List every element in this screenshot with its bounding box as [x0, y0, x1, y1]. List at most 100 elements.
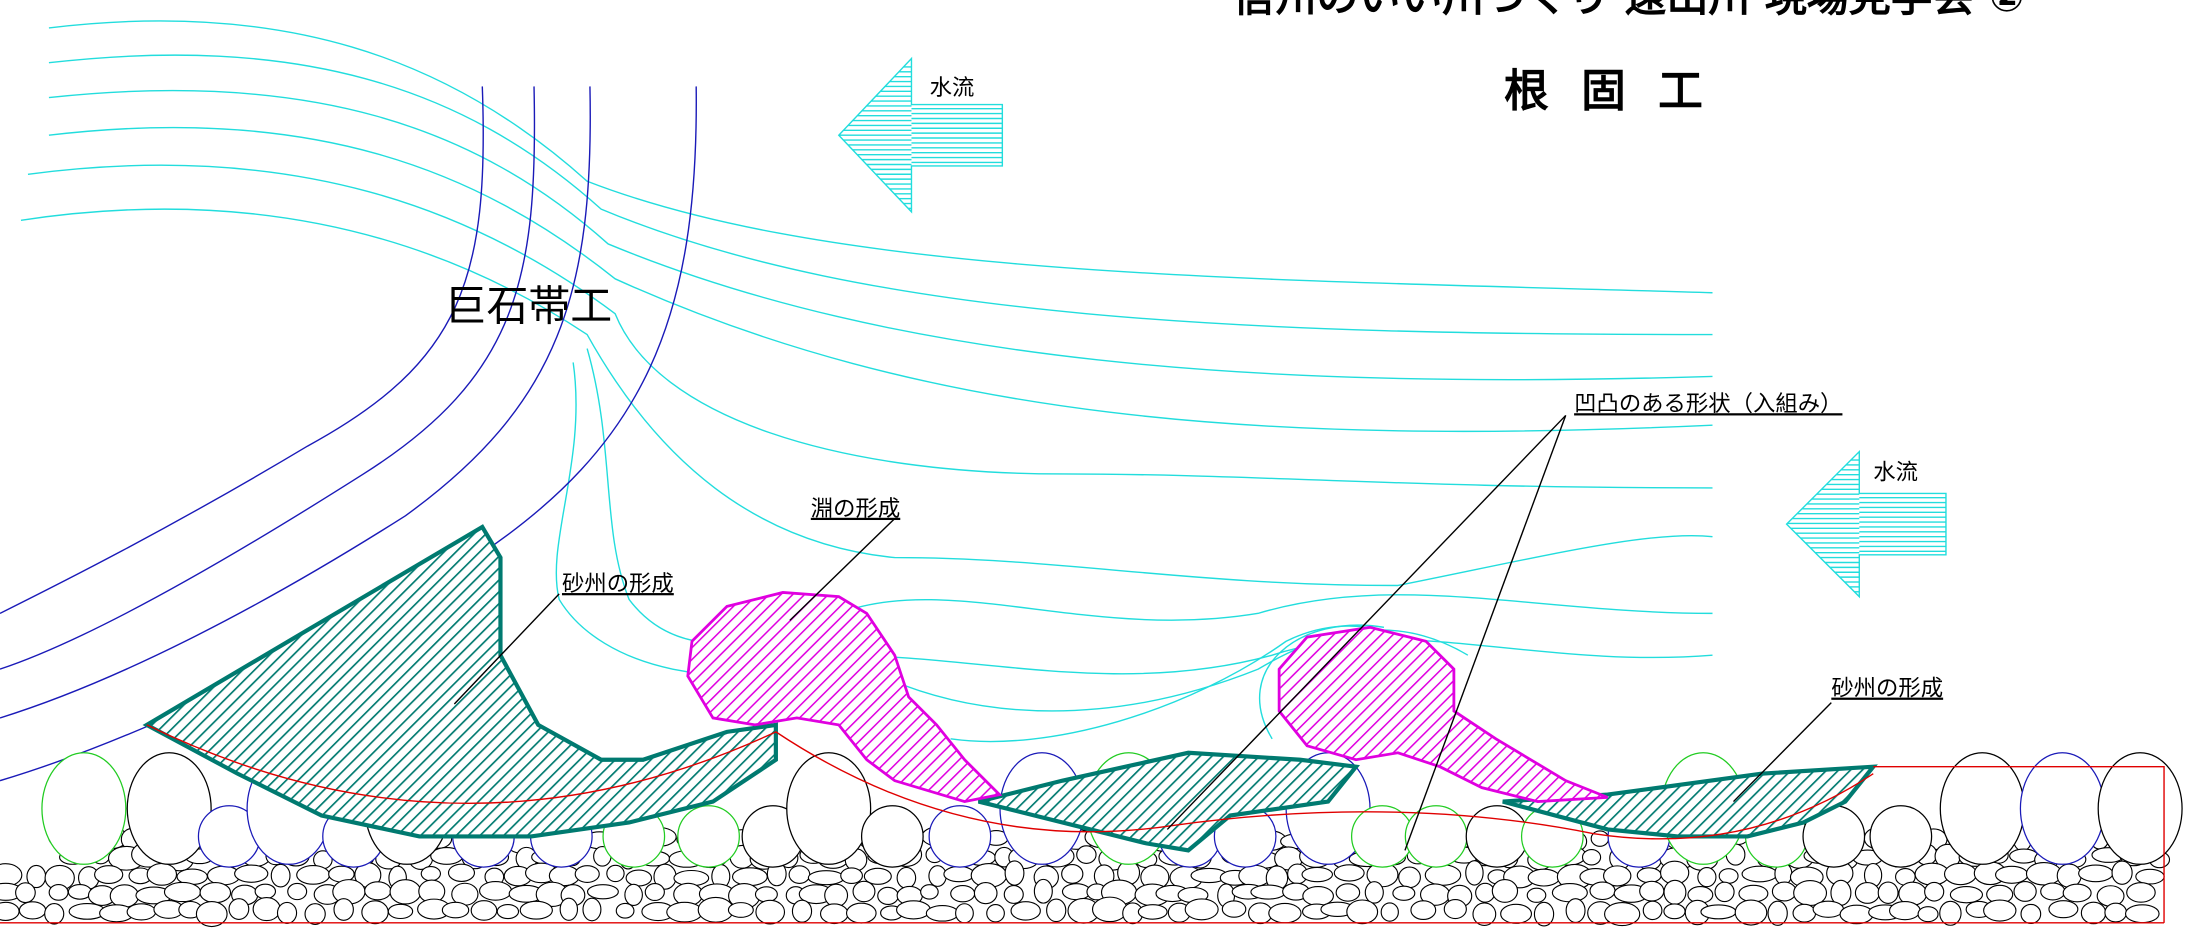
rock	[1604, 902, 1641, 927]
rock	[1046, 898, 1067, 923]
rock	[199, 881, 232, 904]
rock	[1767, 900, 1788, 926]
rock	[896, 866, 917, 889]
rock	[1527, 868, 1561, 887]
rock	[1268, 902, 1302, 924]
rock	[1854, 881, 1880, 904]
rock	[2078, 864, 2114, 883]
rock	[1335, 883, 1361, 902]
rock	[586, 884, 619, 900]
rock	[559, 897, 579, 921]
rock	[1718, 868, 1739, 884]
rock	[420, 866, 442, 882]
rock	[15, 882, 36, 904]
rock	[519, 900, 553, 920]
pool-left	[686, 591, 1003, 804]
subtitle: 根 固 工	[1504, 65, 1711, 117]
rock	[755, 899, 786, 925]
flow-label: 水流	[930, 75, 975, 101]
rock	[1250, 884, 1287, 900]
boulder	[786, 752, 872, 865]
rock	[791, 899, 813, 923]
rock	[1533, 901, 1555, 927]
rock	[2013, 881, 2037, 902]
rock	[94, 865, 124, 885]
rock	[479, 881, 513, 901]
rock	[276, 901, 298, 924]
rock	[2040, 882, 2066, 901]
rock	[1636, 867, 1662, 884]
arrow-outline	[1785, 449, 1947, 599]
rock	[1491, 879, 1519, 903]
rock	[955, 903, 974, 924]
rock	[1949, 886, 1984, 904]
rock	[2025, 861, 2063, 886]
rock	[574, 865, 600, 883]
rock	[48, 883, 69, 901]
rock	[1010, 901, 1041, 921]
rock	[973, 882, 998, 905]
rocks	[0, 752, 2183, 928]
boulder	[928, 805, 992, 868]
boulder	[1939, 752, 2025, 865]
boulder	[860, 805, 924, 868]
rock	[304, 903, 326, 925]
rock	[1917, 906, 1939, 923]
rock	[1061, 883, 1091, 901]
sandbar-label: 砂州の形成	[1831, 676, 1943, 702]
rock	[441, 901, 470, 919]
rock	[1410, 900, 1437, 921]
rock	[606, 864, 625, 883]
rock	[2048, 900, 2079, 919]
boulder-band-label: 巨石帯工	[445, 282, 613, 331]
rock	[1639, 880, 1665, 902]
rock	[2096, 885, 2125, 907]
rock	[447, 863, 476, 882]
rock	[361, 900, 389, 925]
rock	[1392, 885, 1416, 901]
boulder	[1350, 805, 1414, 868]
rock	[2126, 882, 2156, 903]
rock	[1663, 879, 1687, 905]
rock	[146, 862, 178, 886]
rock	[1364, 881, 1384, 904]
rock	[1003, 885, 1024, 904]
rock	[18, 901, 47, 920]
rock	[67, 883, 92, 900]
rock	[2009, 848, 2039, 864]
uneven-shape-label: 凹凸のある形状（入組み）	[1574, 391, 1842, 417]
rock	[925, 904, 959, 922]
rock	[2124, 904, 2160, 924]
boulder	[126, 752, 212, 865]
rock	[788, 865, 811, 884]
rock	[1465, 860, 1484, 886]
rock	[1812, 900, 1845, 918]
rock	[163, 881, 202, 903]
rock	[1663, 903, 1686, 920]
rock	[1091, 896, 1128, 923]
rock	[1738, 884, 1769, 903]
rock	[1839, 904, 1874, 925]
rock	[950, 884, 976, 903]
pool-right	[1277, 625, 1609, 803]
sandbar-left	[142, 524, 778, 839]
flow-arrow	[1785, 449, 1947, 599]
rock	[1995, 865, 2029, 884]
rock	[1714, 881, 1735, 903]
rock	[2080, 901, 2107, 925]
rock	[296, 865, 331, 885]
rock	[1734, 899, 1768, 926]
boulder	[1869, 805, 1933, 868]
rock	[943, 865, 975, 883]
rock	[470, 900, 498, 921]
rock	[1184, 898, 1219, 921]
rock	[195, 901, 228, 928]
rock	[387, 903, 414, 920]
rock	[824, 883, 849, 908]
rock	[1137, 904, 1168, 920]
rock	[1346, 899, 1379, 925]
rock	[1061, 864, 1084, 884]
rock	[1302, 885, 1334, 907]
